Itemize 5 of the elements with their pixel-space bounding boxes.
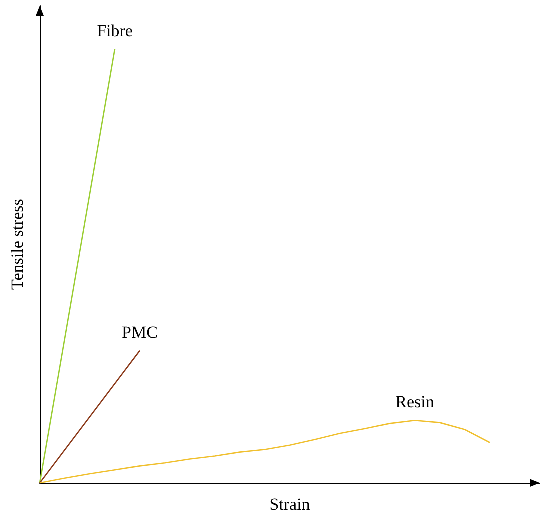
series-label: Fibre bbox=[97, 21, 133, 40]
series-label: PMC bbox=[122, 322, 158, 342]
series-label: Resin bbox=[396, 392, 435, 412]
x-axis-title: Strain bbox=[270, 495, 311, 514]
y-axis-title: Tensile stress bbox=[8, 199, 27, 290]
